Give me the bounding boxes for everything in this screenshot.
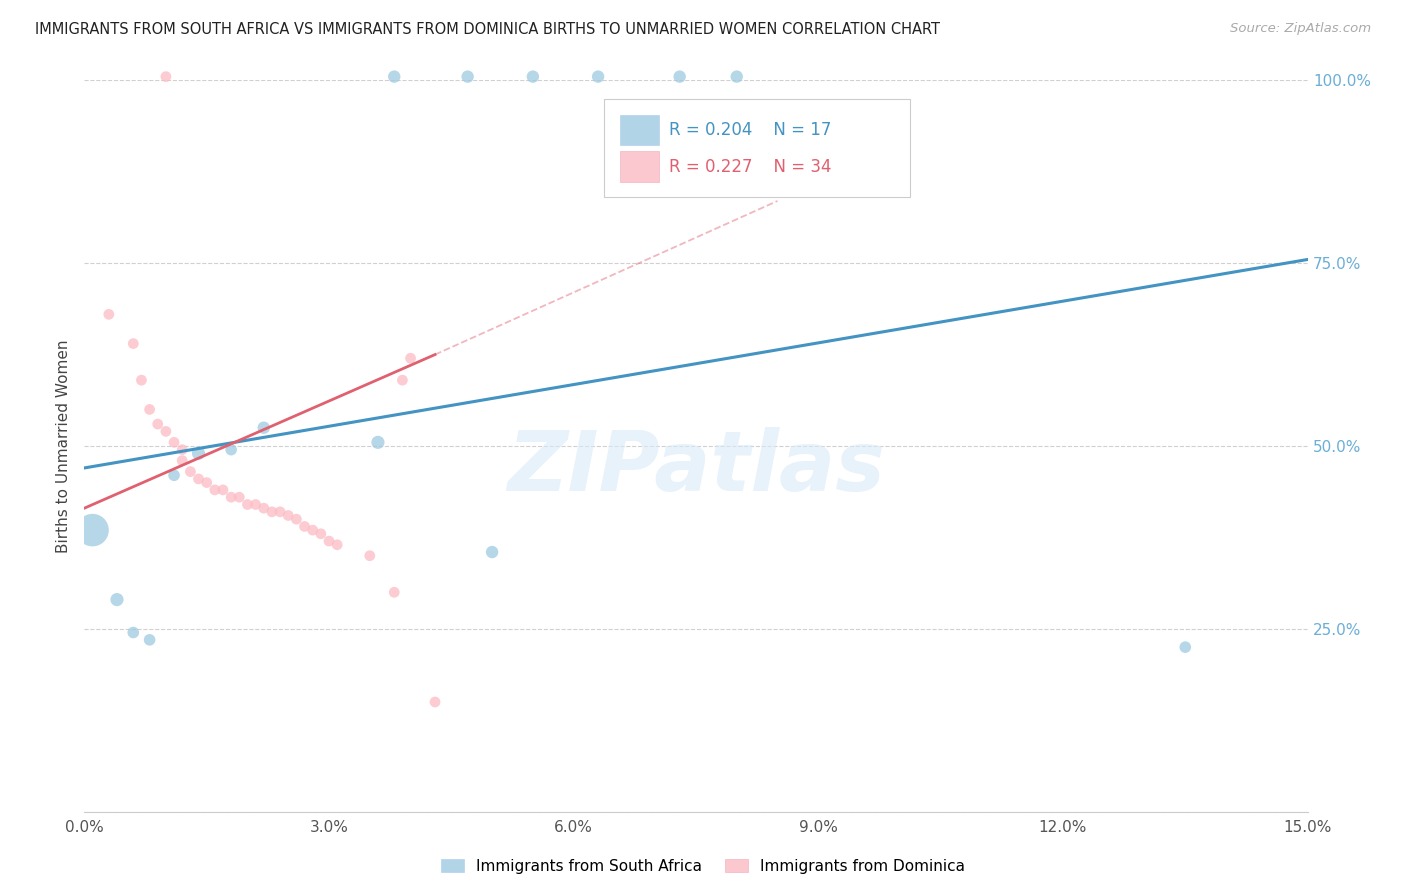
Point — [204, 483, 226, 497]
Point — [457, 70, 479, 84]
Point — [172, 453, 194, 467]
Point — [105, 592, 128, 607]
Point — [212, 483, 235, 497]
Point — [138, 402, 160, 417]
Point — [725, 70, 748, 84]
Point — [155, 425, 177, 439]
Point — [277, 508, 299, 523]
Point — [97, 307, 120, 321]
Point — [382, 70, 405, 84]
Point — [163, 468, 186, 483]
Point — [382, 585, 405, 599]
Y-axis label: Births to Unmarried Women: Births to Unmarried Women — [56, 339, 72, 553]
Point — [399, 351, 422, 366]
Point — [285, 512, 308, 526]
Point — [228, 490, 250, 504]
Legend: Immigrants from South Africa, Immigrants from Dominica: Immigrants from South Africa, Immigrants… — [434, 853, 972, 880]
Point — [122, 625, 145, 640]
Point — [146, 417, 169, 431]
Text: R = 0.204    N = 17: R = 0.204 N = 17 — [669, 121, 831, 139]
Point — [481, 545, 503, 559]
Point — [245, 498, 267, 512]
Point — [187, 472, 209, 486]
Point — [219, 442, 242, 457]
Point — [668, 70, 690, 84]
Point — [172, 442, 194, 457]
Point — [309, 526, 332, 541]
Point — [155, 70, 177, 84]
Point — [138, 632, 160, 647]
Point — [179, 465, 201, 479]
Point — [586, 70, 609, 84]
Point — [253, 421, 276, 435]
FancyBboxPatch shape — [620, 115, 659, 145]
Point — [82, 523, 104, 537]
Point — [318, 534, 340, 549]
FancyBboxPatch shape — [620, 152, 659, 182]
Point — [131, 373, 153, 387]
Point — [294, 519, 316, 533]
Point — [522, 70, 544, 84]
Point — [163, 435, 186, 450]
Point — [359, 549, 381, 563]
Point — [253, 501, 276, 516]
Point — [236, 498, 259, 512]
Point — [1174, 640, 1197, 655]
Point — [219, 490, 242, 504]
Point — [260, 505, 283, 519]
Point — [423, 695, 446, 709]
Point — [301, 523, 323, 537]
Text: R = 0.227    N = 34: R = 0.227 N = 34 — [669, 158, 831, 176]
Text: Source: ZipAtlas.com: Source: ZipAtlas.com — [1230, 22, 1371, 36]
FancyBboxPatch shape — [605, 99, 910, 197]
Point — [269, 505, 291, 519]
Point — [187, 446, 209, 460]
Point — [195, 475, 218, 490]
Point — [367, 435, 389, 450]
Text: IMMIGRANTS FROM SOUTH AFRICA VS IMMIGRANTS FROM DOMINICA BIRTHS TO UNMARRIED WOM: IMMIGRANTS FROM SOUTH AFRICA VS IMMIGRAN… — [35, 22, 941, 37]
Text: ZIPatlas: ZIPatlas — [508, 427, 884, 508]
Point — [122, 336, 145, 351]
Point — [326, 538, 349, 552]
Point — [391, 373, 413, 387]
